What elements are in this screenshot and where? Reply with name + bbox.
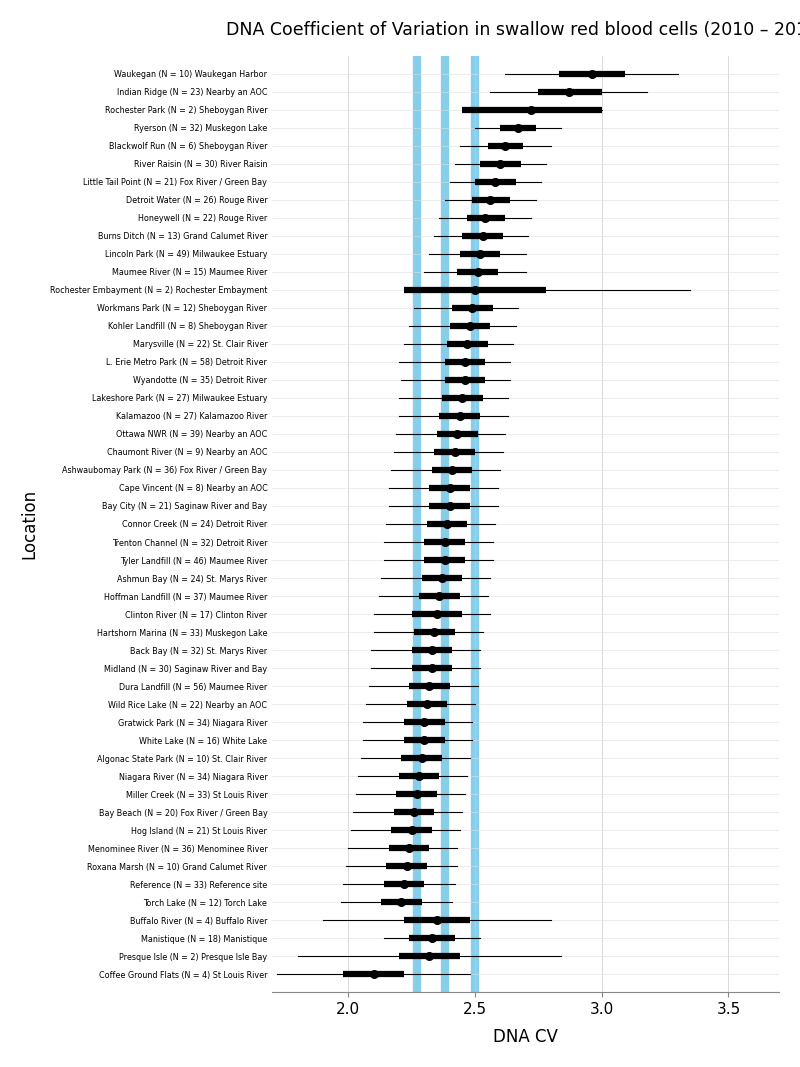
Y-axis label: Location: Location [21, 489, 39, 559]
X-axis label: DNA CV: DNA CV [494, 1029, 558, 1046]
Title: DNA Coefficient of Variation in swallow red blood cells (2010 – 2012): DNA Coefficient of Variation in swallow … [226, 21, 800, 38]
